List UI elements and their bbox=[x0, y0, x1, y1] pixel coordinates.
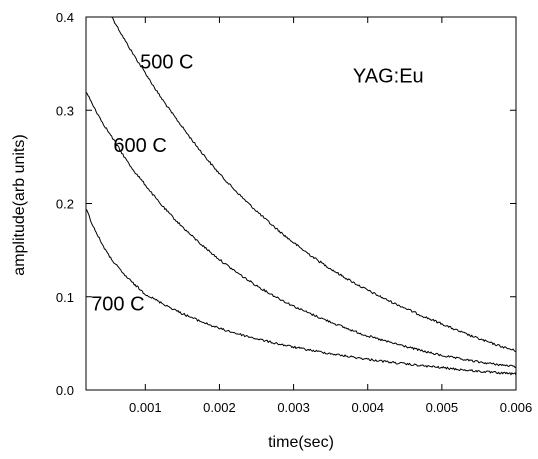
y-tick-label: 0.4 bbox=[56, 10, 74, 25]
x-tick-label: 0.004 bbox=[351, 400, 384, 415]
annotation-label: 500 C bbox=[140, 51, 193, 73]
plot-frame bbox=[85, 16, 517, 391]
y-tick-label: 0.1 bbox=[56, 290, 74, 305]
series-line-700-c bbox=[85, 208, 517, 376]
y-tick-label: 0.2 bbox=[56, 197, 74, 212]
annotation-label: 700 C bbox=[91, 294, 144, 316]
x-tick-labels: 0.001 0.002 0.003 0.004 0.005 0.006 bbox=[129, 400, 532, 415]
y-tick-labels: 0.0 0.1 0.2 0.3 0.4 bbox=[56, 10, 74, 398]
x-tick-label: 0.002 bbox=[203, 400, 236, 415]
annotation-label: YAG:Eu bbox=[353, 65, 424, 87]
x-tick-label: 0.005 bbox=[426, 400, 459, 415]
x-tick-label: 0.003 bbox=[277, 400, 310, 415]
y-tick-label: 0.0 bbox=[56, 383, 74, 398]
annotation-label: 600 C bbox=[113, 135, 166, 157]
annotations: YAG:Eu 500 C 600 C 700 C bbox=[91, 51, 423, 315]
series-line-600-c bbox=[85, 92, 517, 368]
x-tick-label: 0.006 bbox=[500, 400, 533, 415]
y-axis-title: amplitude(arb units) bbox=[11, 134, 28, 275]
series-line-500-c bbox=[111, 16, 516, 352]
y-tick-label: 0.3 bbox=[56, 103, 74, 118]
x-axis-title: time(sec) bbox=[268, 434, 334, 451]
curves bbox=[85, 16, 517, 376]
x-tick-label: 0.001 bbox=[129, 400, 162, 415]
